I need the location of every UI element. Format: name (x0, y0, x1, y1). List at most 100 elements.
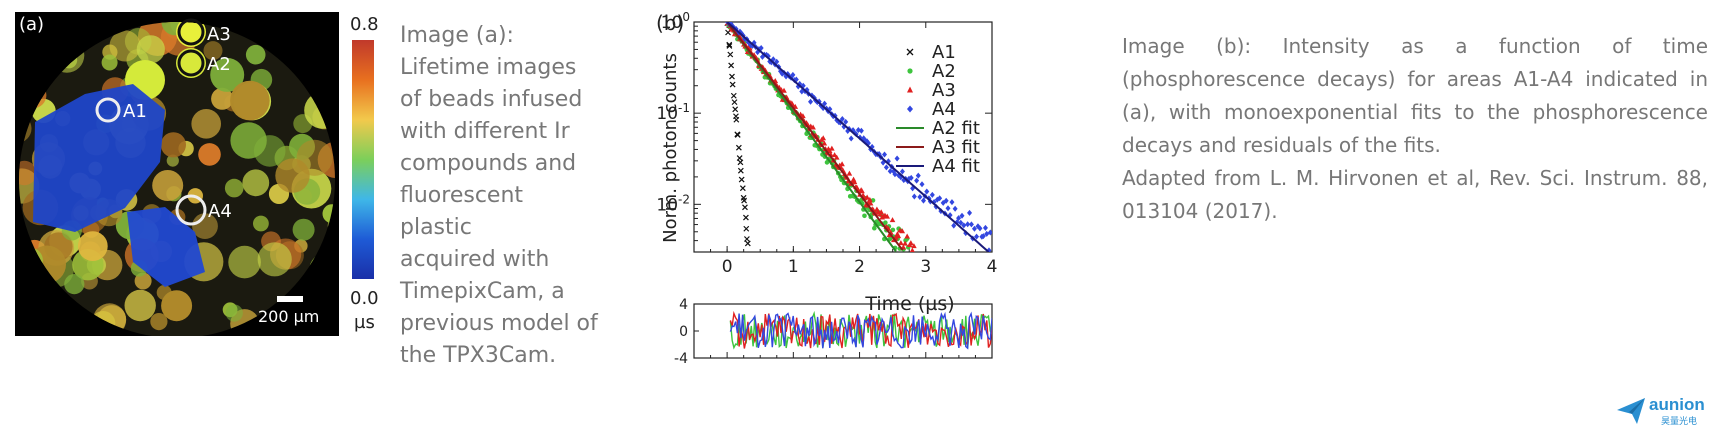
data-point-a3 (867, 200, 874, 206)
bead (150, 313, 168, 331)
data-point-a4 (755, 49, 761, 56)
bead (134, 272, 152, 290)
data-point-a2 (883, 220, 888, 225)
caption-b-citation: Adapted from L. M. Hirvonen et al, Rev. … (1122, 166, 1708, 223)
data-point-a4 (959, 212, 965, 219)
bead (156, 285, 172, 300)
y-tick-label: 10-2 (656, 192, 690, 215)
data-point-a2 (862, 213, 867, 219)
logo-subtitle: 昊量光电 (1661, 415, 1697, 427)
bead (225, 304, 243, 322)
data-point-a4 (949, 199, 955, 206)
data-point-a1 (741, 197, 748, 204)
caption-a-line: the TPX3Cam. (400, 343, 557, 368)
caption-a-line: acquired with (400, 247, 550, 272)
data-point-a3 (846, 170, 853, 176)
data-point-a4 (920, 197, 926, 204)
data-point-a4 (971, 225, 977, 232)
y-tick-label: 100 (661, 10, 690, 33)
data-point-a4 (790, 71, 796, 78)
caption-a-line: compounds and (400, 151, 577, 176)
data-point-a3 (839, 161, 845, 167)
data-point-a4 (911, 193, 917, 200)
caption-a-line: Lifetime images (400, 55, 577, 80)
data-point-a1 (737, 167, 744, 174)
residual-line-a4 (729, 311, 992, 350)
bead (166, 154, 179, 167)
fit-line-a3-fit (726, 22, 904, 251)
data-point-a1 (732, 106, 739, 113)
data-point-a4 (924, 188, 930, 195)
data-point-a3 (821, 140, 828, 146)
data-point-a3 (829, 145, 835, 151)
data-point-a3 (899, 228, 906, 234)
bead (192, 213, 218, 240)
data-point-a1 (737, 159, 744, 166)
data-point-a1 (733, 116, 740, 123)
data-point-a4 (843, 118, 849, 125)
region-label-a2: A2 (207, 54, 231, 75)
data-point-a3 (909, 247, 915, 252)
data-point-a1 (743, 236, 750, 242)
bead (198, 143, 221, 166)
data-point-a4 (858, 127, 864, 134)
legend-label: A4 (932, 99, 956, 120)
data-point-a4 (896, 172, 902, 179)
data-point-a4 (961, 222, 967, 229)
data-point-a4 (968, 221, 974, 228)
scale-bar (277, 296, 303, 302)
bead (224, 178, 244, 198)
data-point-a4 (954, 219, 960, 226)
region-label-a1: A1 (123, 101, 147, 122)
region-circle-a1 (95, 97, 121, 123)
bead (101, 54, 118, 71)
bead (191, 109, 221, 139)
x-tick-label: 3 (920, 257, 931, 277)
legend-label: A2 (932, 61, 956, 82)
data-point-a4 (929, 191, 935, 198)
legend-marker (907, 68, 913, 74)
data-point-a4 (765, 53, 771, 60)
caption-a-line: of beads infused (400, 87, 583, 112)
data-point-a1 (728, 62, 735, 69)
caption-a-line: TimepixCam, a (400, 279, 565, 304)
region-label-a3: A3 (207, 24, 231, 45)
bead (245, 44, 266, 65)
data-point-a2 (890, 227, 896, 233)
residual-line-a2 (729, 310, 992, 350)
data-point-a1 (729, 81, 736, 88)
data-point-a4 (951, 222, 957, 229)
data-point-a4 (827, 106, 833, 113)
caption-b-paragraph: Image (b): Intensity as a function of ti… (1122, 34, 1708, 157)
residual-line-a3 (729, 310, 992, 349)
data-point-a3 (851, 178, 858, 184)
data-point-a4 (980, 233, 986, 240)
data-point-a4 (855, 127, 861, 134)
caption-a-line: previous model of (400, 311, 598, 336)
fit-line-a4-fit (726, 22, 990, 252)
bead (292, 218, 315, 241)
data-point-a1 (742, 214, 749, 221)
data-point-a1 (729, 73, 735, 80)
data-point-a4 (800, 82, 806, 89)
region-label-a4: A4 (208, 201, 232, 222)
colorbar-max-label: 0.8 (350, 14, 379, 35)
data-point-a4 (808, 98, 814, 105)
data-point-a4 (892, 171, 898, 178)
data-point-a3 (908, 240, 914, 246)
colorbar-min-label: 0.0 (350, 288, 379, 309)
data-point-a4 (793, 76, 799, 83)
legend-label: A4 fit (932, 156, 980, 177)
data-point-a4 (908, 174, 914, 181)
data-point-a4 (977, 225, 983, 232)
data-point-a1 (739, 185, 746, 192)
legend-marker (907, 86, 913, 93)
data-point-a3 (810, 124, 816, 130)
colorbar (352, 40, 374, 279)
data-point-a4 (958, 219, 964, 226)
data-point-a1 (736, 155, 743, 162)
legend-label: A3 fit (932, 137, 980, 158)
data-point-a3 (800, 113, 806, 119)
caption-a: Image (a): Lifetime images of beads infu… (400, 20, 600, 372)
data-point-a4 (848, 135, 854, 142)
